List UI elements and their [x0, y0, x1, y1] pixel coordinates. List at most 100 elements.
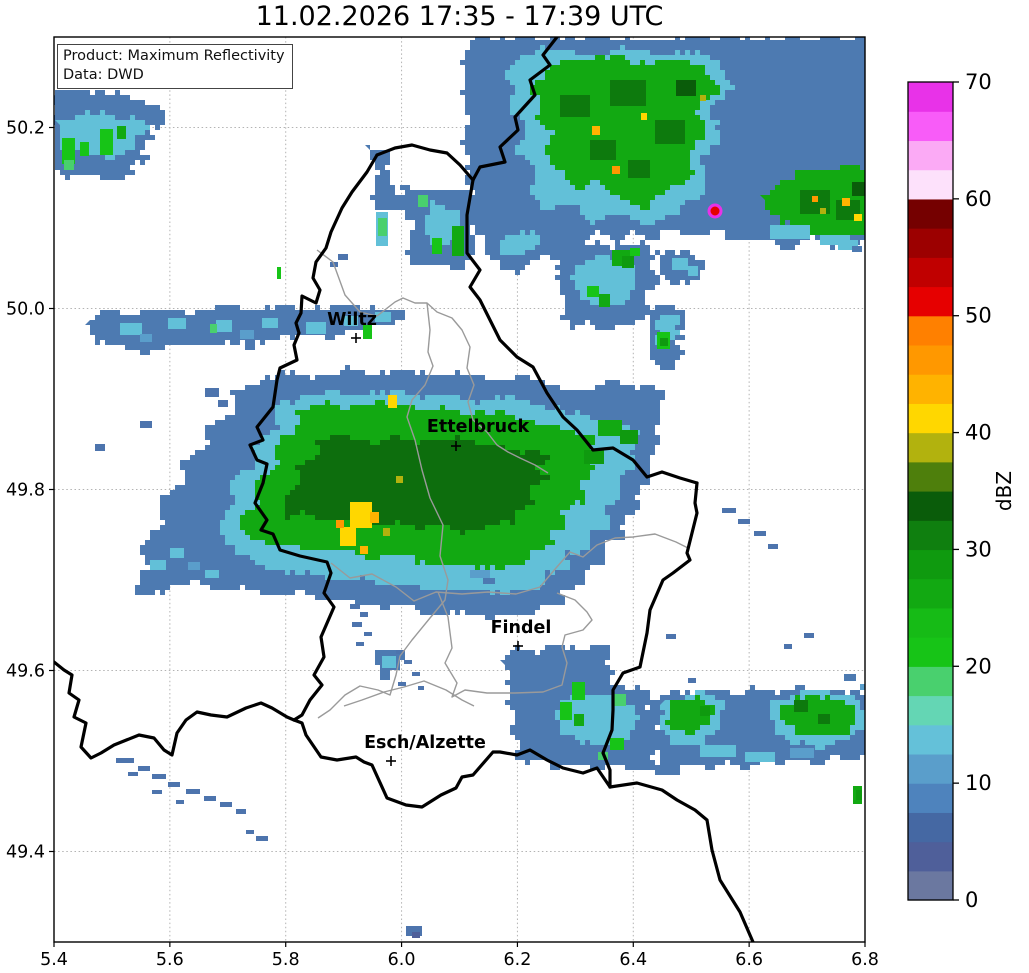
- district-border: [343, 680, 475, 707]
- radar-blob-main-storm: [135, 365, 665, 620]
- radar-speckle: [204, 796, 216, 801]
- colorbar-tick-label: 20: [965, 654, 992, 678]
- radar-speckle: [470, 570, 490, 578]
- radar-speckle: [804, 633, 814, 638]
- radar-blob-scattered-cell-2: [660, 250, 710, 285]
- radar-speckle: [722, 508, 736, 513]
- radar-cell: [340, 527, 356, 546]
- radar-speckle: [350, 604, 360, 609]
- colorbar-band: [908, 82, 953, 112]
- colorbar-band: [908, 169, 953, 200]
- radar-cell: [842, 198, 850, 206]
- radar-cell: [336, 520, 344, 528]
- colorbar-frame: [907, 81, 954, 901]
- radar-cell: [854, 214, 862, 221]
- radar-cell: [375, 312, 391, 322]
- country-border: [601, 481, 699, 789]
- radar-cell: [117, 126, 126, 139]
- city-label: Ettelbruck: [427, 417, 530, 437]
- colorbar-band: [908, 286, 953, 317]
- radar-speckle: [406, 926, 422, 936]
- radar-cell: [620, 430, 638, 444]
- radar-cell: [452, 226, 464, 256]
- radar-cell: [418, 195, 428, 207]
- x-tick-label: 5.6: [156, 950, 184, 970]
- radar-speckle: [838, 240, 858, 250]
- radar-cell: [378, 218, 387, 236]
- radar-cell: [818, 714, 830, 724]
- radar-blob-southeast-band: [650, 674, 865, 804]
- colorbar-band: [908, 403, 953, 434]
- product-label: Product: Maximum Reflectivity: [63, 48, 285, 64]
- radar-cell: [599, 294, 610, 307]
- x-tick-label: 6.6: [735, 950, 763, 970]
- radar-blob-small-cell-southwest-of-findel: [375, 650, 405, 680]
- y-tick-label: 49.8: [6, 481, 45, 501]
- x-tick-label: 5.4: [40, 950, 68, 970]
- colorbar-band: [908, 228, 953, 258]
- radar-cell: [120, 323, 142, 335]
- radar-cell: [100, 129, 113, 155]
- radar-cell: [592, 126, 600, 135]
- radar-cell: [610, 80, 646, 106]
- radar-blob-findel-cell: [500, 645, 665, 775]
- radar-cell: [363, 325, 372, 339]
- country-border: [248, 153, 379, 722]
- radar-speckle: [483, 578, 495, 584]
- city-wiltz: Wiltz: [327, 310, 377, 343]
- radar-cell: [560, 95, 590, 117]
- radar-cell: [170, 548, 184, 558]
- radar-cell: [820, 235, 850, 245]
- radar-blob-northwest-corner-cell: [54, 90, 165, 180]
- colorbar-band: [908, 753, 953, 784]
- district-border: [316, 249, 549, 474]
- colorbar-band: [908, 637, 953, 667]
- colorbar-band: [908, 491, 953, 521]
- radar-speckle: [168, 782, 180, 787]
- district-border: [317, 302, 449, 719]
- radar-cell: [210, 324, 217, 333]
- radar-speckle: [205, 388, 219, 397]
- radar-speckle: [356, 642, 364, 646]
- radar-speckle: [754, 531, 766, 536]
- country-border: [292, 718, 612, 809]
- radar-blob-layer: [495, 230, 540, 255]
- city-label: Esch/Alzette: [364, 733, 486, 753]
- radar-speckle: [176, 800, 184, 804]
- radar-cell: [62, 138, 75, 164]
- radar-cell: [388, 395, 397, 408]
- radar-cell: [560, 702, 572, 720]
- colorbar-tick-label: 0: [965, 888, 978, 912]
- radar-speckle: [256, 836, 268, 841]
- radar-cell: [812, 196, 818, 202]
- colorbar-band: [908, 666, 953, 697]
- radar-speckle: [412, 932, 420, 938]
- colorbar-band: [908, 870, 953, 901]
- radar-cell: [700, 95, 706, 101]
- radar-cell: [64, 160, 74, 170]
- radar-speckle: [116, 758, 134, 763]
- y-tick-label: 49.6: [6, 662, 45, 682]
- radar-cell: [622, 256, 634, 268]
- colorbar-tick-label: 30: [965, 537, 992, 561]
- radar-blob-scattered-cell-3: [650, 305, 685, 370]
- radar-speckle: [412, 672, 420, 676]
- city-label: Wiltz: [327, 310, 377, 330]
- radar-speckle: [738, 519, 750, 524]
- radar-cell: [598, 420, 622, 436]
- colorbar-band: [908, 607, 953, 638]
- colorbar-band: [908, 198, 953, 229]
- radar-speckle: [128, 772, 138, 776]
- country-border: [54, 660, 296, 760]
- colorbar-band: [908, 344, 953, 375]
- radar-cell: [590, 140, 616, 160]
- radar-blob-wiltz-band: [85, 305, 410, 355]
- radar-cell: [672, 258, 688, 270]
- colorbar-band: [908, 841, 953, 872]
- city-findel: Findel: [491, 618, 551, 651]
- radar-cell: [240, 330, 254, 339]
- radar-speckle: [768, 544, 778, 549]
- colorbar-band: [908, 374, 953, 404]
- radar-cell: [574, 714, 584, 726]
- district-border: [437, 591, 593, 698]
